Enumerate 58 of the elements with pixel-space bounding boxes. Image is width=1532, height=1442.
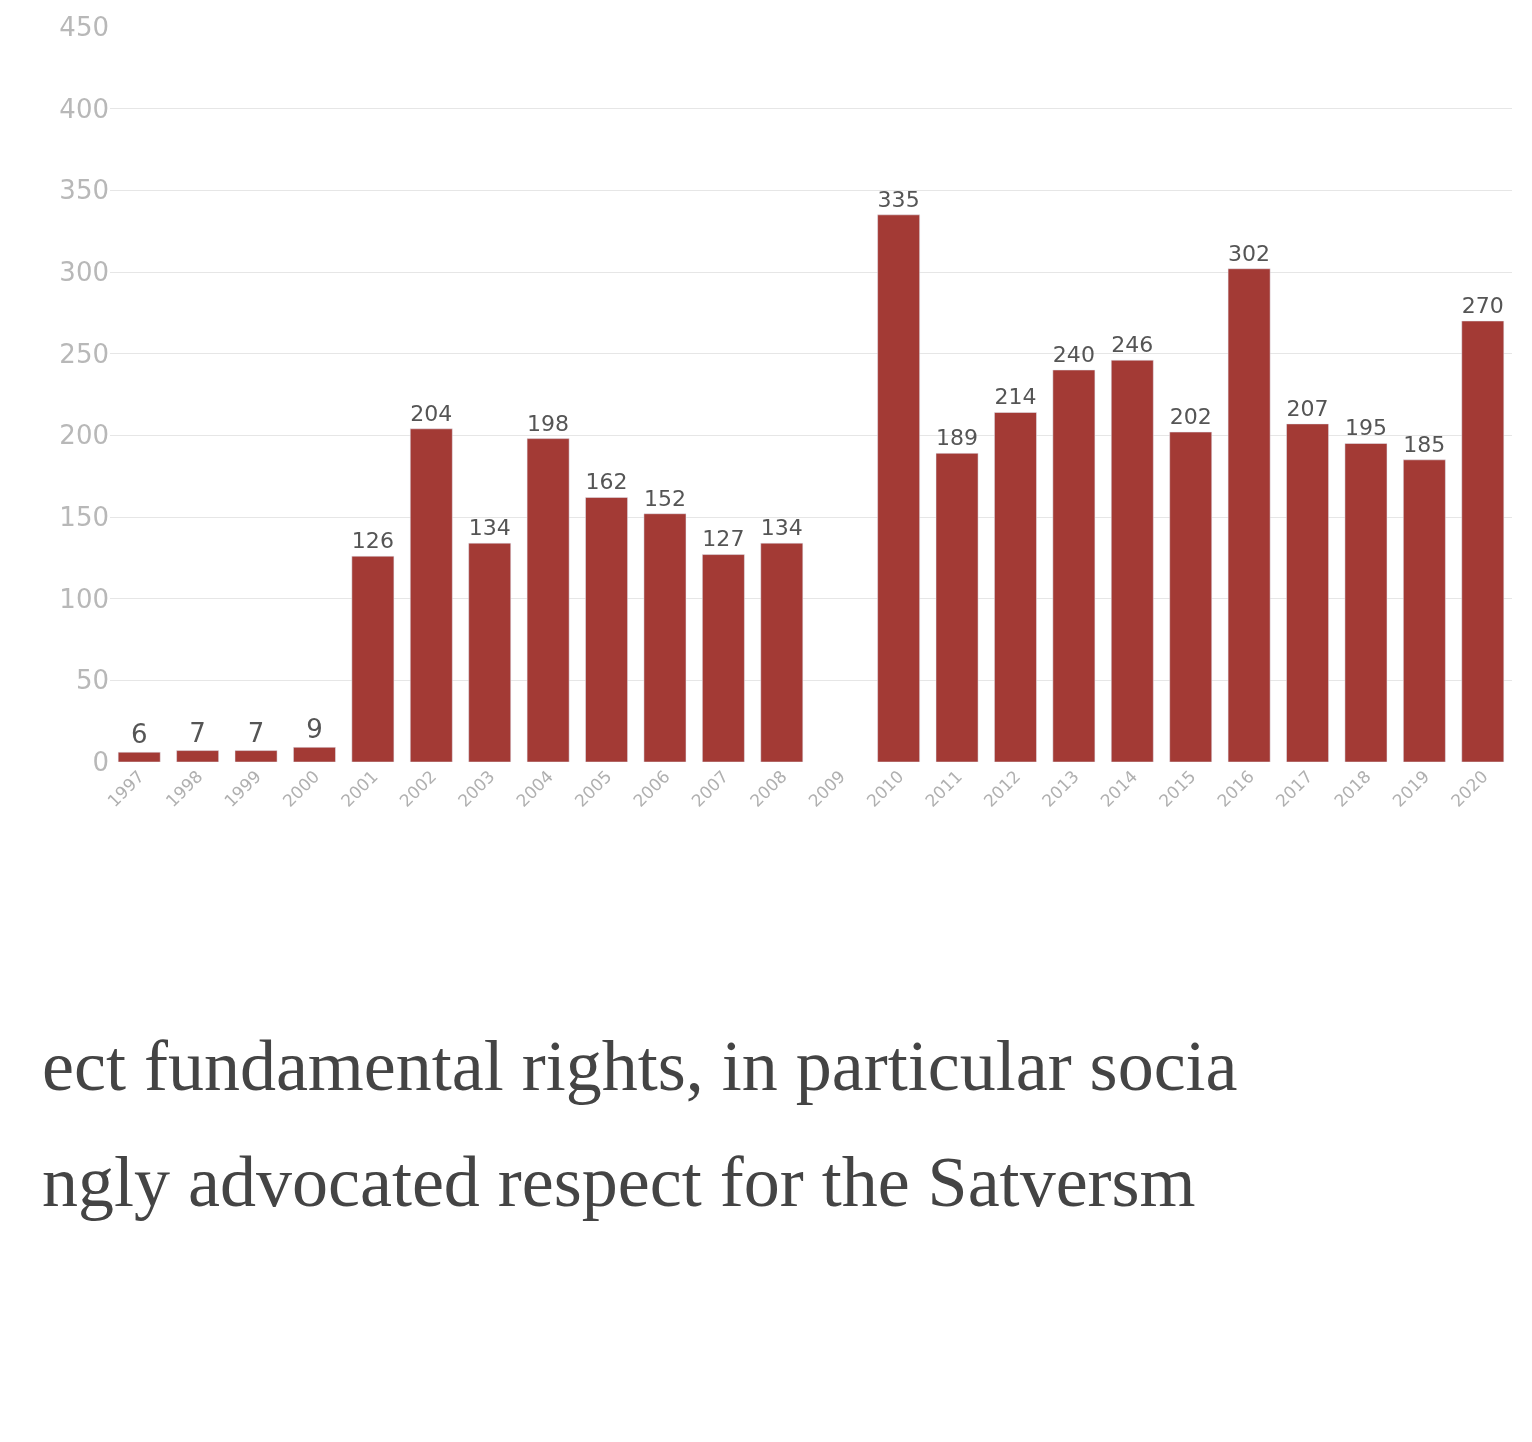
text: ect fundamental rights, in particular socia bbox=[42, 1026, 1238, 1106]
bar bbox=[877, 214, 920, 762]
data-label: 134 bbox=[760, 515, 803, 541]
bar bbox=[935, 453, 979, 762]
text: ngly advocated respect for the Satversm bbox=[42, 1142, 1196, 1222]
data-label: 127 bbox=[702, 526, 745, 552]
bar bbox=[234, 750, 278, 762]
data-label: 189 bbox=[936, 425, 979, 451]
bar bbox=[410, 428, 453, 762]
y-tick-label: 100 bbox=[59, 583, 109, 614]
bar bbox=[702, 554, 745, 762]
y-tick-label: 450 bbox=[59, 12, 109, 43]
data-label: 185 bbox=[1403, 431, 1446, 457]
bar bbox=[1403, 459, 1446, 762]
y-tick-label: 0 bbox=[92, 747, 109, 778]
data-label: 134 bbox=[468, 515, 511, 541]
data-label: 7 bbox=[189, 717, 206, 748]
bar bbox=[643, 513, 687, 762]
data-label: 214 bbox=[994, 384, 1037, 410]
bar bbox=[468, 542, 511, 762]
bar bbox=[1461, 320, 1505, 762]
bar bbox=[1111, 359, 1154, 762]
bar bbox=[293, 747, 336, 762]
data-label: 240 bbox=[1052, 341, 1095, 367]
bar bbox=[176, 750, 219, 762]
data-label: 162 bbox=[585, 469, 628, 495]
y-tick-label: 150 bbox=[59, 502, 109, 533]
data-label: 302 bbox=[1228, 240, 1271, 266]
y-tick-label: 300 bbox=[59, 257, 109, 288]
data-label: 126 bbox=[351, 528, 394, 554]
data-label: 198 bbox=[527, 410, 570, 436]
y-tick-label: 350 bbox=[59, 175, 109, 206]
y-tick-label: 250 bbox=[59, 338, 109, 369]
data-label: 7 bbox=[247, 717, 265, 748]
data-label: 9 bbox=[306, 714, 323, 745]
data-label: 207 bbox=[1286, 395, 1329, 421]
bar bbox=[1344, 443, 1388, 762]
bar bbox=[526, 438, 570, 762]
bar bbox=[994, 412, 1037, 762]
data-label: 202 bbox=[1169, 403, 1212, 429]
bar bbox=[1286, 423, 1329, 762]
data-label: 335 bbox=[877, 186, 920, 212]
data-label: 270 bbox=[1461, 292, 1504, 318]
y-tick-label: 50 bbox=[75, 665, 109, 696]
data-label: 246 bbox=[1111, 332, 1154, 358]
bar bbox=[117, 751, 161, 762]
y-tick-label: 400 bbox=[59, 93, 109, 124]
bar bbox=[351, 555, 395, 762]
bar bbox=[1169, 431, 1212, 762]
data-label: 195 bbox=[1344, 415, 1387, 441]
data-label: 204 bbox=[410, 400, 453, 426]
y-tick-label: 200 bbox=[59, 420, 109, 451]
bar bbox=[1227, 268, 1271, 762]
bar bbox=[760, 542, 804, 762]
bar bbox=[1052, 369, 1096, 762]
data-label: 6 bbox=[130, 719, 148, 750]
bar bbox=[585, 497, 628, 762]
data-label: 152 bbox=[643, 485, 686, 511]
